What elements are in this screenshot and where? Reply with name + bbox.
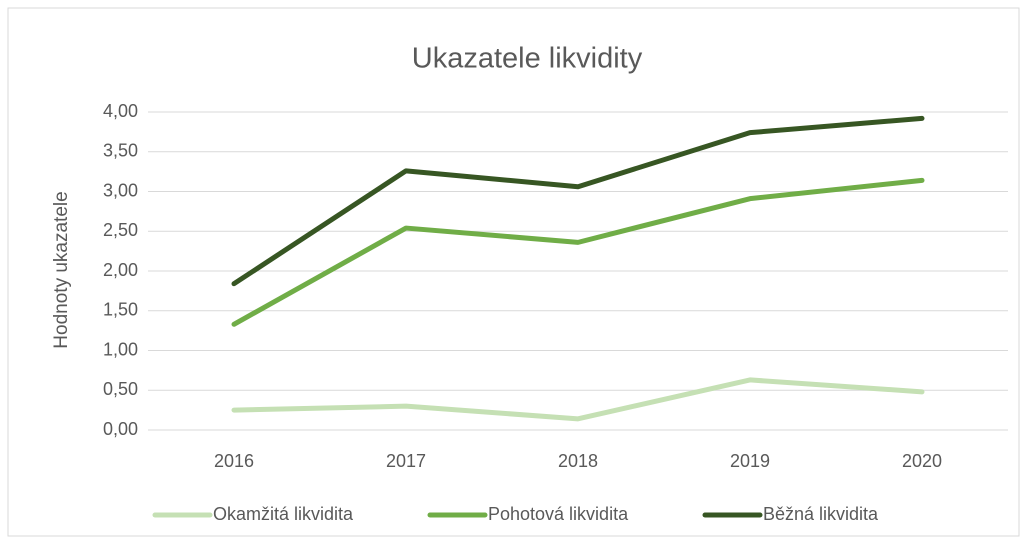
y-tick-label: 1,50 [103,300,138,320]
series-line [231,177,925,327]
chart-title: Ukazatele likvidity [412,43,643,75]
y-tick-label: 2,50 [103,220,138,240]
y-tick-label: 3,00 [103,180,138,200]
x-tick-label: 2020 [902,451,942,471]
y-tick-label: 3,50 [103,141,138,161]
x-tick-label: 2016 [214,451,254,471]
y-tick-label: 0,00 [103,419,138,439]
y-tick-label: 1,00 [103,339,138,359]
x-tick-label: 2019 [730,451,770,471]
legend-label: Běžná likvidita [763,504,879,524]
x-tick-label: 2018 [558,451,598,471]
y-tick-label: 0,50 [103,379,138,399]
chart-border [7,7,1020,537]
series-line [231,115,925,287]
x-tick-label: 2017 [386,451,426,471]
y-tick-label: 4,00 [103,101,138,121]
y-axis-label: Hodnoty ukazatele [51,191,72,348]
series-line [231,377,925,422]
legend-label: Okamžitá likvidita [213,504,354,524]
y-tick-label: 2,00 [103,260,138,280]
legend-label: Pohotová likvidita [488,504,629,524]
